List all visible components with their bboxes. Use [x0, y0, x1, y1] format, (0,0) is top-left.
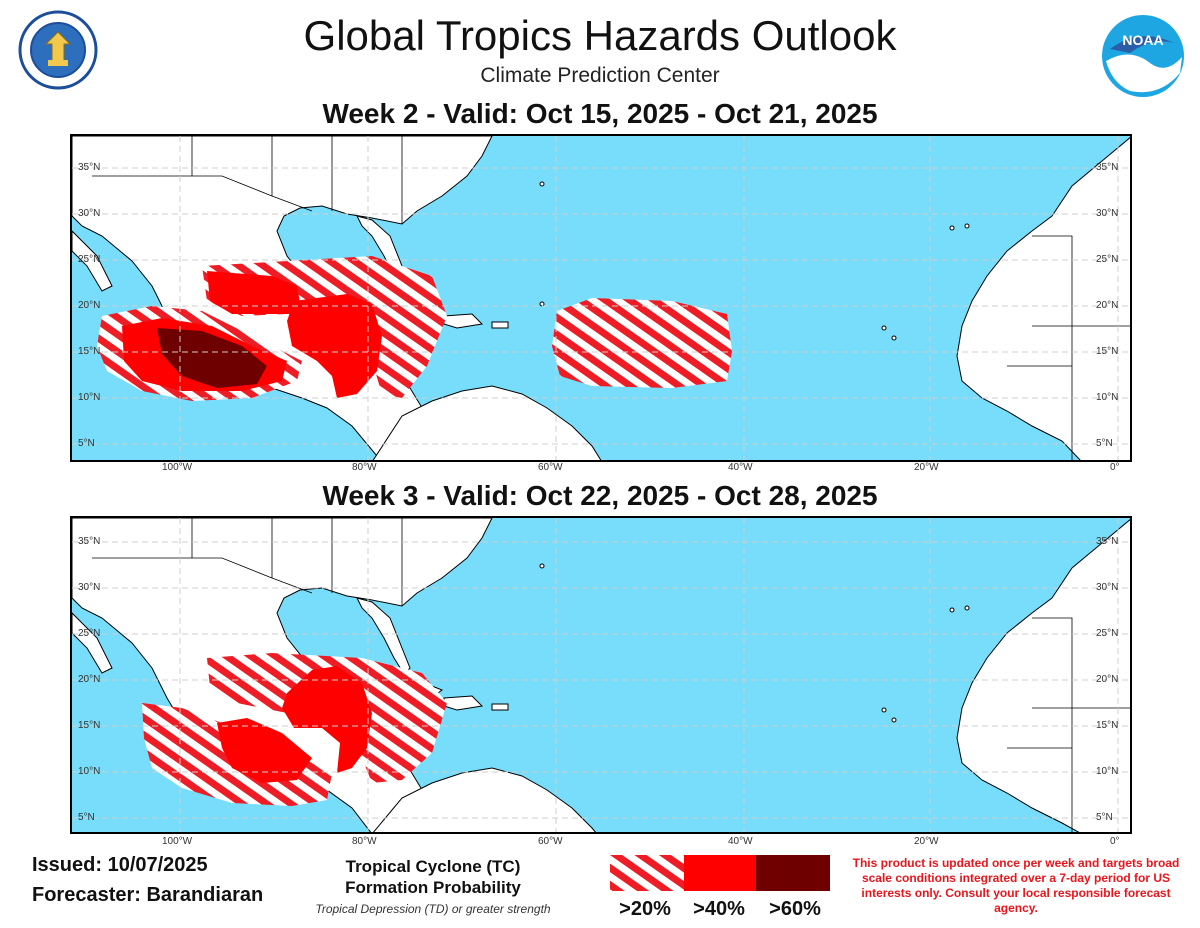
- lat-label-5n-left: 5°N: [78, 438, 95, 449]
- lon-label-100w-w2: 100°W: [162, 462, 193, 473]
- legend-swatch-40: [684, 855, 756, 891]
- lat-label-25n-left: 25°N: [78, 628, 101, 639]
- department-of-commerce-seal-icon: [18, 10, 98, 95]
- lon-label-0-w2: 0°: [1110, 462, 1120, 473]
- south-america-land: [372, 385, 602, 460]
- disclaimer-text: This product is updated once per week an…: [852, 856, 1180, 915]
- lat-label-30n-left: 30°N: [78, 208, 101, 219]
- lat-label-5n-right: 5°N: [1096, 438, 1113, 449]
- week2-hazard-epac-60: [157, 328, 267, 388]
- week2-hazard-areas: [97, 256, 732, 401]
- graticule: [72, 136, 1130, 460]
- baja-land: [72, 612, 113, 674]
- lat-label-25n-left: 25°N: [78, 254, 101, 265]
- legend-title-line1: Tropical Cyclone (TC): [345, 857, 521, 876]
- lon-label-40w-w3: 40°W: [728, 836, 753, 847]
- baja-land: [72, 230, 113, 292]
- week2-title: Week 2 - Valid: Oct 15, 2025 - Oct 21, 2…: [322, 98, 878, 129]
- lat-label-10n-left: 10°N: [78, 392, 101, 403]
- lat-label-10n-right: 10°N: [1096, 766, 1119, 777]
- week2-hazard-caribbean-40: [287, 294, 382, 398]
- lat-label-35n-right: 35°N: [1096, 162, 1119, 173]
- lat-label-30n-left: 30°N: [78, 582, 101, 593]
- lon-label-60w-w2: 60°W: [538, 462, 563, 473]
- lat-label-15n-left: 15°N: [78, 720, 101, 731]
- legend-subtitle: Tropical Depression (TD) or greater stre…: [315, 902, 551, 916]
- legend-swatches: [610, 855, 830, 896]
- lat-label-15n-left: 15°N: [78, 346, 101, 357]
- legend-label-20: >20%: [619, 898, 671, 920]
- legend-label-60: >60%: [769, 898, 821, 920]
- puerto-rico-land: [491, 321, 509, 329]
- week2-map: 35°N 30°N 25°N 20°N 15°N 10°N 5°N 35°N 3…: [70, 134, 1132, 462]
- lat-label-20n-left: 20°N: [78, 674, 101, 685]
- week3-hazard-areas: [142, 653, 447, 806]
- lat-label-35n-left: 35°N: [78, 536, 101, 547]
- lat-label-10n-right: 10°N: [1096, 392, 1119, 403]
- week3-hazard-epac-40: [217, 718, 312, 783]
- issued-date: Issued: 10/07/2025: [32, 854, 208, 876]
- week3-map: 35°N 30°N 25°N 20°N 15°N 10°N 5°N 35°N 3…: [70, 516, 1132, 834]
- page-title: Global Tropics Hazards Outlook: [303, 12, 897, 59]
- lat-label-10n-left: 10°N: [78, 766, 101, 777]
- lon-label-80w-w2: 80°W: [352, 462, 377, 473]
- legend-label-40: >40%: [693, 898, 745, 920]
- lat-label-20n-right: 20°N: [1096, 674, 1119, 685]
- week3-title: Week 3 - Valid: Oct 22, 2025 - Oct 28, 2…: [322, 480, 878, 511]
- lat-label-35n-left: 35°N: [78, 162, 101, 173]
- lat-label-20n-right: 20°N: [1096, 300, 1119, 311]
- noaa-logo-text: NOAA: [1122, 32, 1163, 48]
- lon-label-40w-w2: 40°W: [728, 462, 753, 473]
- lat-label-20n-left: 20°N: [78, 300, 101, 311]
- legend-swatch-60: [756, 855, 830, 891]
- lon-label-80w-w3: 80°W: [352, 836, 377, 847]
- lon-label-0-w3: 0°: [1110, 836, 1120, 847]
- lat-label-15n-right: 15°N: [1096, 346, 1119, 357]
- south-america-land: [373, 767, 596, 832]
- lat-label-25n-right: 25°N: [1096, 628, 1119, 639]
- graticule: [72, 518, 1130, 832]
- lon-label-100w-w3: 100°W: [162, 836, 193, 847]
- lat-label-25n-right: 25°N: [1096, 254, 1119, 265]
- legend-title-line2: Formation Probability: [345, 878, 521, 897]
- legend-swatch-20: [610, 855, 684, 891]
- lat-label-30n-right: 30°N: [1096, 208, 1119, 219]
- lon-label-20w-w2: 20°W: [914, 462, 939, 473]
- week2-hazard-gulf-40: [207, 271, 302, 314]
- week2-hazard-atlantic-20: [552, 298, 732, 388]
- hispaniola-land: [443, 313, 484, 329]
- lat-label-35n-right: 35°N: [1096, 536, 1119, 547]
- week3-hazard-caribbean-40: [282, 666, 372, 773]
- noaa-logo-icon: NOAA: [1100, 13, 1186, 104]
- lon-label-60w-w3: 60°W: [538, 836, 563, 847]
- lat-label-5n-right: 5°N: [1096, 812, 1113, 823]
- lat-label-15n-right: 15°N: [1096, 720, 1119, 731]
- africa-land: [956, 519, 1130, 832]
- hispaniola-land: [443, 695, 484, 711]
- africa-land: [956, 137, 1130, 460]
- page-subtitle: Climate Prediction Center: [480, 64, 720, 87]
- puerto-rico-land: [491, 703, 509, 711]
- lat-label-30n-right: 30°N: [1096, 582, 1119, 593]
- forecaster-name: Forecaster: Barandiaran: [32, 884, 264, 906]
- lon-label-20w-w3: 20°W: [914, 836, 939, 847]
- lat-label-5n-left: 5°N: [78, 812, 95, 823]
